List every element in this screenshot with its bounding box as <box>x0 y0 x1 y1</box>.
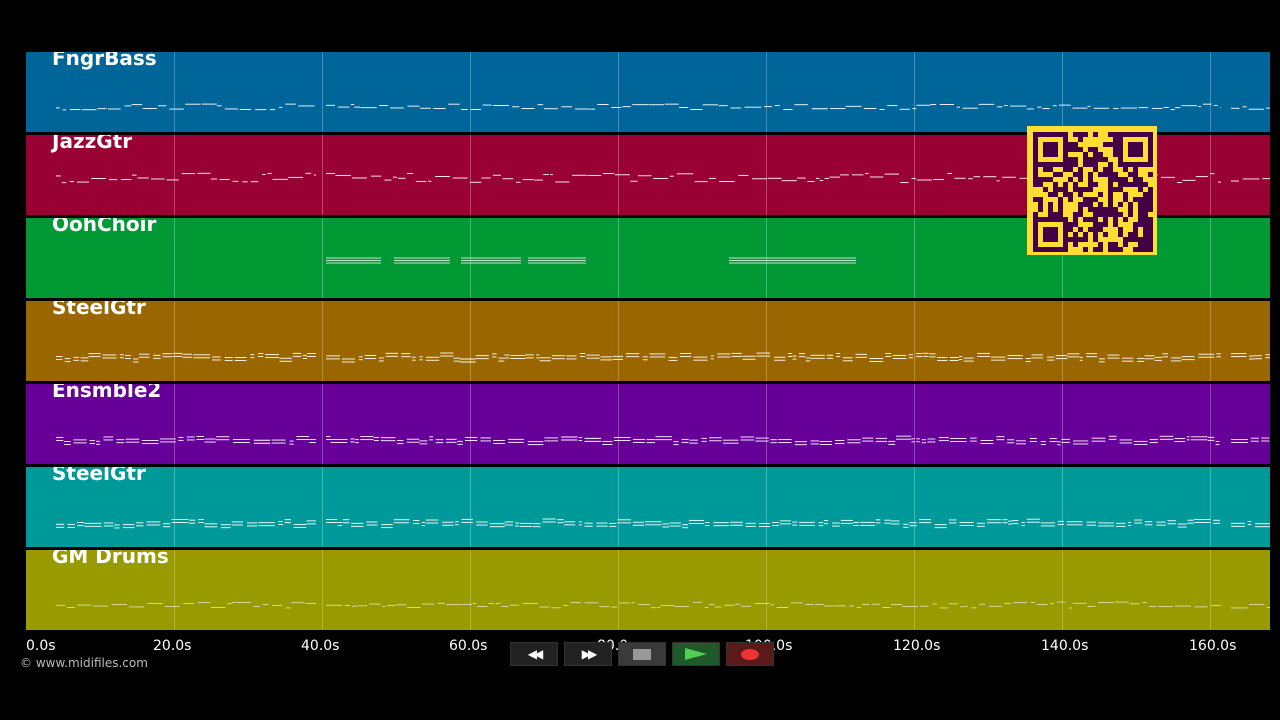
grid-line <box>322 384 323 464</box>
note-roll <box>56 103 1270 111</box>
grid-line <box>322 52 323 132</box>
grid-line <box>766 467 767 547</box>
grid-line <box>618 52 619 132</box>
track-lane: GM Drums <box>26 550 1270 630</box>
stop-icon <box>633 648 651 660</box>
record-icon <box>741 648 759 660</box>
track-label: FngrBass <box>52 52 157 70</box>
note-roll <box>56 172 1270 184</box>
grid-line <box>914 218 915 298</box>
grid-line <box>1210 467 1211 547</box>
grid-line <box>618 301 619 381</box>
stop-button[interactable] <box>618 642 666 666</box>
grid-line <box>470 384 471 464</box>
note-roll <box>56 601 1270 609</box>
grid-line <box>174 52 175 132</box>
grid-line <box>618 218 619 298</box>
grid-line <box>322 467 323 547</box>
grid-line <box>1210 218 1211 298</box>
track-lane: SteelGtr <box>26 301 1270 381</box>
grid-line <box>1062 218 1063 298</box>
track-lane: Ensmble2 <box>26 384 1270 464</box>
grid-line <box>1062 301 1063 381</box>
grid-line <box>914 550 915 630</box>
time-tick-label: 40.0s <box>301 638 340 654</box>
time-tick-label: 120.0s <box>893 638 941 654</box>
track-lane: SteelGtr <box>26 467 1270 547</box>
note-roll <box>56 352 1270 363</box>
grid-line <box>766 550 767 630</box>
grid-line <box>1210 52 1211 132</box>
track-label: SteelGtr <box>52 301 146 319</box>
grid-line <box>174 135 175 215</box>
grid-line <box>470 301 471 381</box>
grid-line <box>322 301 323 381</box>
time-tick-label: 160.0s <box>1189 638 1237 654</box>
play-icon <box>685 648 707 660</box>
qr-code-icon[interactable] <box>1027 126 1157 255</box>
grid-line <box>470 467 471 547</box>
note-roll <box>56 435 1270 446</box>
grid-line <box>914 135 915 215</box>
rewind-icon: ◀◀ <box>527 647 544 661</box>
grid-line <box>914 467 915 547</box>
grid-line <box>618 467 619 547</box>
grid-line <box>1210 301 1211 381</box>
time-tick-label: 0.0s <box>26 638 56 654</box>
grid-line <box>1062 52 1063 132</box>
transport-controls: ◀◀ ▶▶ <box>510 642 774 668</box>
grid-line <box>1210 550 1211 630</box>
fast-forward-button[interactable]: ▶▶ <box>564 642 612 666</box>
track-label: OohChoir <box>52 218 157 236</box>
grid-line <box>174 550 175 630</box>
grid-line <box>470 135 471 215</box>
track-label: SteelGtr <box>52 467 146 485</box>
grid-line <box>618 384 619 464</box>
grid-line <box>914 384 915 464</box>
grid-line <box>766 301 767 381</box>
grid-line <box>470 550 471 630</box>
play-button[interactable] <box>672 642 720 666</box>
note-roll <box>326 257 856 264</box>
grid-line <box>914 52 915 132</box>
grid-line <box>174 301 175 381</box>
grid-line <box>1062 467 1063 547</box>
record-button[interactable] <box>726 642 774 666</box>
fast-forward-icon: ▶▶ <box>581 647 598 661</box>
grid-line <box>1210 135 1211 215</box>
grid-line <box>322 135 323 215</box>
rewind-button[interactable]: ◀◀ <box>510 642 558 666</box>
track-label: Ensmble2 <box>52 384 162 402</box>
grid-line <box>1062 384 1063 464</box>
track-label: JazzGtr <box>52 135 133 153</box>
grid-line <box>174 384 175 464</box>
time-tick-label: 60.0s <box>449 638 488 654</box>
track-lane: FngrBass <box>26 52 1270 132</box>
time-tick-label: 20.0s <box>153 638 192 654</box>
copyright-notice: © www.midifiles.com <box>20 656 148 670</box>
grid-line <box>322 218 323 298</box>
grid-line <box>766 384 767 464</box>
grid-line <box>174 218 175 298</box>
track-label: GM Drums <box>52 550 169 568</box>
grid-line <box>1210 384 1211 464</box>
grid-line <box>914 301 915 381</box>
grid-line <box>470 52 471 132</box>
grid-line <box>766 52 767 132</box>
grid-line <box>174 467 175 547</box>
grid-line <box>322 550 323 630</box>
note-roll <box>56 518 1270 529</box>
time-tick-label: 140.0s <box>1041 638 1089 654</box>
grid-line <box>766 135 767 215</box>
grid-line <box>1062 550 1063 630</box>
grid-line <box>618 550 619 630</box>
